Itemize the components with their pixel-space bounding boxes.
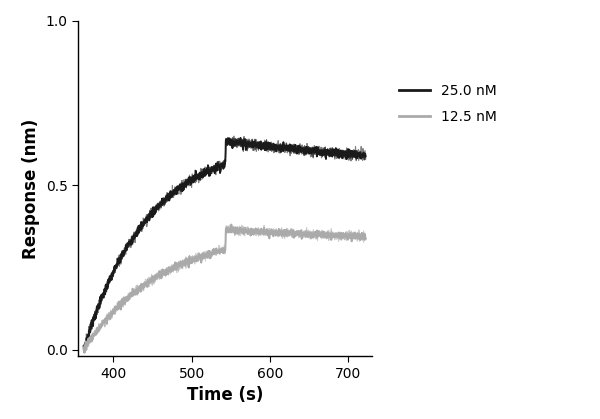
25.0 nM <box>237 135 244 140</box>
12.5 nM <box>80 346 87 351</box>
25.0 nM <box>82 341 89 347</box>
12.5 nM <box>150 274 157 279</box>
25.0 nM <box>314 151 321 156</box>
25.0 nM <box>218 162 226 167</box>
12.5 nM <box>253 229 260 234</box>
12.5 nM <box>323 235 330 241</box>
25.0 nM <box>150 207 157 212</box>
12.5 nM <box>82 345 89 350</box>
25.0 nM <box>323 148 330 153</box>
12.5 nM <box>314 235 321 240</box>
Line: 25.0 nM: 25.0 nM <box>83 138 366 349</box>
Line: 12.5 nM: 12.5 nM <box>83 225 366 353</box>
12.5 nM <box>218 247 226 252</box>
12.5 nM <box>228 222 235 227</box>
25.0 nM <box>362 154 370 159</box>
12.5 nM <box>81 350 88 355</box>
Y-axis label: Response (nm): Response (nm) <box>22 119 40 259</box>
25.0 nM <box>253 142 260 147</box>
12.5 nM <box>362 235 370 241</box>
Legend: 25.0 nM, 12.5 nM: 25.0 nM, 12.5 nM <box>394 78 502 130</box>
X-axis label: Time (s): Time (s) <box>187 386 263 404</box>
25.0 nM <box>80 347 88 352</box>
25.0 nM <box>80 343 87 348</box>
